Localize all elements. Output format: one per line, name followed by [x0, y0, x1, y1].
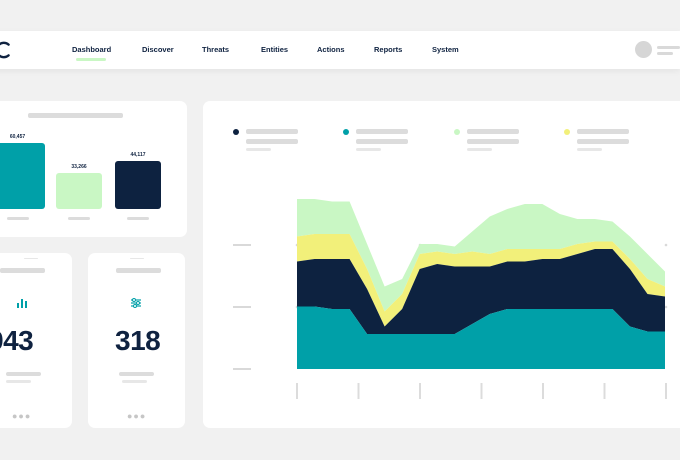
- card-handle: [24, 258, 38, 259]
- nav-item-system[interactable]: System: [432, 45, 459, 54]
- kpi-subtitle-placeholder: [119, 372, 154, 376]
- user-avatar[interactable]: [635, 41, 652, 58]
- bar[interactable]: [115, 161, 161, 209]
- grid-dot: [664, 305, 668, 309]
- card-handle: [130, 258, 144, 259]
- legend-title-placeholder: [356, 129, 408, 134]
- nav-active-indicator: [76, 58, 106, 61]
- area-chart: [233, 199, 668, 399]
- kpi-title-placeholder: [116, 268, 161, 273]
- kpi-caption-placeholder: [6, 380, 31, 383]
- nav-item-threats[interactable]: Threats: [202, 45, 230, 54]
- area-series[interactable]: [297, 199, 665, 312]
- bar-chart-card: 60,457 33,266 44,117: [0, 101, 187, 237]
- legend-title-placeholder: [467, 129, 519, 134]
- kpi-subtitle-placeholder: [6, 372, 41, 376]
- nav-item-dashboard[interactable]: Dashboard: [72, 45, 112, 54]
- nav-item-entities[interactable]: Entities: [261, 45, 289, 54]
- x-axis-tick-placeholder: [480, 383, 483, 399]
- bar[interactable]: [0, 143, 45, 209]
- y-axis-tick-placeholder: [233, 244, 251, 246]
- card-title-placeholder: [28, 113, 123, 118]
- legend-caption-placeholder: [356, 148, 381, 151]
- legend-title-placeholder: [246, 129, 298, 134]
- top-nav-bar: Dashboard Discover Threats Entities Acti…: [0, 31, 680, 69]
- nav-item-reports[interactable]: Reports: [374, 45, 403, 54]
- grid-dot: [664, 243, 668, 247]
- legend-marker[interactable]: [343, 129, 349, 135]
- x-axis-tick-placeholder: [357, 383, 360, 399]
- area-series[interactable]: [297, 306, 665, 370]
- bar-value-label: 33,266: [71, 164, 87, 170]
- x-axis-tick-placeholder: [542, 383, 544, 399]
- kpi-card-1: 943 ●●●: [0, 253, 72, 428]
- kpi-value: 943: [0, 325, 34, 356]
- legend-caption-placeholder: [467, 148, 492, 151]
- x-axis-tick-placeholder: [603, 383, 606, 399]
- legend-subtitle-placeholder: [356, 139, 408, 144]
- kpi-title-placeholder: [0, 268, 45, 273]
- kpi-caption-placeholder: [122, 380, 147, 383]
- legend-caption-placeholder: [577, 148, 602, 151]
- x-axis-tick-placeholder: [419, 383, 421, 399]
- bar-chart-icon: [17, 299, 27, 308]
- legend-marker[interactable]: [564, 129, 570, 135]
- sliders-icon: [131, 298, 141, 308]
- y-axis-tick-placeholder: [233, 306, 251, 308]
- nav-item-discover[interactable]: Discover: [142, 45, 174, 54]
- legend-title-placeholder: [577, 129, 629, 134]
- kpi-value: 318: [115, 325, 161, 356]
- more-options-icon[interactable]: ●●●: [12, 411, 32, 421]
- area-series[interactable]: [297, 249, 665, 334]
- bar[interactable]: [56, 173, 102, 209]
- y-axis-tick-placeholder: [233, 368, 251, 370]
- legend-subtitle-placeholder: [577, 139, 629, 144]
- legend-marker[interactable]: [454, 129, 460, 135]
- kpi-card-2: 318 ●●●: [88, 253, 185, 428]
- bar-category-placeholder: [6, 217, 29, 220]
- legend-caption-placeholder: [246, 148, 271, 151]
- legend-subtitle-placeholder: [467, 139, 519, 144]
- user-name-placeholder: [657, 46, 680, 49]
- area-chart-card: [203, 101, 680, 428]
- legend-marker[interactable]: [233, 129, 239, 135]
- nav-item-actions[interactable]: Actions: [317, 45, 345, 54]
- brand-logo-icon[interactable]: [0, 41, 14, 59]
- area-series[interactable]: [297, 234, 665, 327]
- x-axis-tick-placeholder: [296, 383, 298, 399]
- x-axis-tick-placeholder: [665, 383, 667, 399]
- bar-value-label: 60,457: [9, 134, 26, 140]
- user-role-placeholder: [657, 52, 673, 55]
- more-options-icon[interactable]: ●●●: [127, 411, 147, 421]
- bar-category-placeholder: [127, 217, 149, 220]
- bar-value-label: 44,117: [130, 152, 146, 158]
- bar-category-placeholder: [68, 217, 90, 220]
- legend-subtitle-placeholder: [246, 139, 298, 144]
